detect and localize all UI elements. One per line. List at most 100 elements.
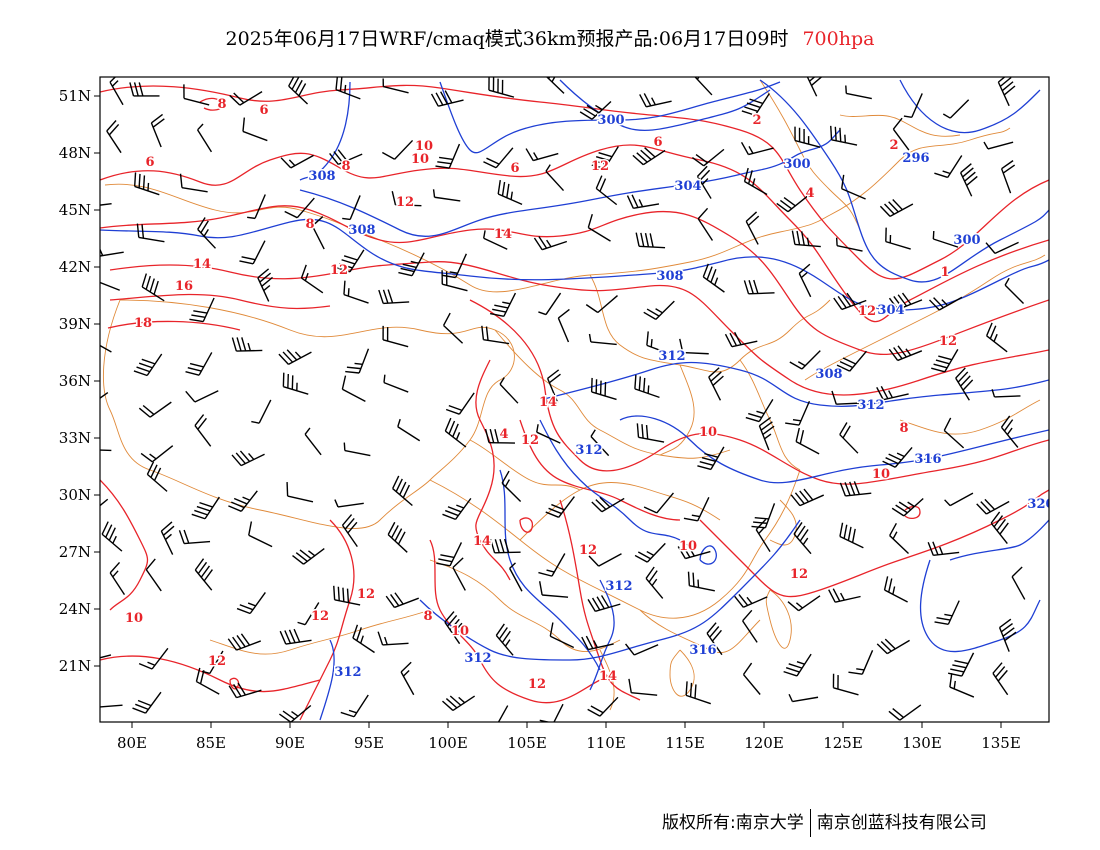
wind-barb — [382, 139, 414, 160]
wind-barb — [791, 230, 821, 248]
wind-barb — [340, 694, 369, 718]
wind-barb — [100, 654, 112, 659]
wind-barb — [632, 147, 666, 166]
wind-barb — [138, 647, 169, 670]
wind-barb — [100, 203, 112, 206]
wind-barb — [284, 197, 315, 219]
wind-barb — [883, 576, 908, 603]
height-contour-label: 308 — [656, 269, 683, 284]
wind-barb — [997, 77, 1016, 107]
wind-barb — [378, 289, 410, 305]
wind-barb — [741, 93, 770, 116]
wind-barb — [848, 650, 874, 675]
wind-barb — [927, 541, 960, 557]
wind-barb — [345, 348, 370, 374]
wind-barb — [432, 189, 461, 202]
wind-barb — [538, 292, 562, 316]
wind-barb — [333, 585, 361, 606]
wind-barb — [793, 522, 812, 555]
wind-barb — [538, 553, 566, 577]
wind-barb — [625, 643, 659, 656]
lat-tick-label: 27N — [59, 543, 91, 561]
wind-barb — [832, 673, 859, 696]
wind-barb — [646, 331, 672, 356]
temperature-contour-label: 10 — [699, 425, 717, 440]
wind-barb — [100, 392, 109, 399]
height-contour-labels: 300 296 308 308 304 300 300 308 304 312 308 312 312 3… — [307, 112, 1049, 682]
temperature-contour-label: 10 — [451, 624, 469, 639]
wind-barb — [160, 521, 175, 555]
height-contour-label: 312 — [605, 579, 632, 594]
wind-barb — [983, 141, 1014, 150]
height-contour-label: 312 — [857, 398, 884, 413]
wind-barb — [227, 633, 262, 651]
temperature-contour-label: 12 — [330, 263, 348, 278]
wind-barb — [335, 77, 361, 100]
wind-barb — [292, 547, 325, 565]
lon-tick-label: 115E — [665, 734, 705, 752]
height-contour-label: 312 — [334, 665, 361, 680]
wind-barb — [278, 349, 312, 365]
temperature-contour-label: 10 — [679, 539, 697, 554]
wind-barb — [806, 77, 823, 97]
wind-barb — [481, 325, 510, 345]
wind-barb — [257, 268, 273, 302]
wind-barb — [944, 492, 974, 507]
wind-barb — [1000, 415, 1019, 448]
wind-barb — [742, 609, 758, 643]
wind-barb — [783, 653, 812, 677]
wind-barb — [178, 529, 211, 545]
wind-barb — [998, 618, 1017, 652]
wind-barb — [685, 681, 711, 705]
wind-barb — [588, 553, 622, 567]
wind-barb — [236, 592, 266, 615]
temperature-contour-label: 10 — [125, 611, 143, 626]
lat-tick-label: 33N — [59, 429, 91, 447]
wind-barb — [755, 518, 771, 553]
wind-barb — [581, 635, 614, 651]
temperature-contour-label: 12 — [858, 304, 876, 319]
wind-barb — [697, 207, 714, 241]
wind-barb — [934, 600, 960, 625]
wind-barb — [488, 77, 515, 98]
lat-tick-label: 51N — [59, 87, 91, 105]
wind-barb — [387, 521, 408, 553]
wind-barb — [247, 194, 266, 220]
wind-barb — [489, 538, 521, 554]
wind-barb — [751, 503, 776, 529]
wind-barb — [484, 428, 515, 444]
temperature-contour-label: 10 — [872, 467, 890, 482]
wind-barb — [145, 558, 162, 592]
wind-barb — [745, 211, 760, 245]
wind-barb — [329, 149, 363, 166]
wind-barb — [549, 622, 575, 649]
wind-barb — [286, 482, 314, 503]
wind-barb — [442, 695, 476, 712]
wind-barb — [231, 450, 265, 467]
wind-barb — [590, 429, 610, 457]
wind-barb — [195, 667, 220, 695]
wind-barb — [382, 78, 409, 94]
temperature-contour-label: 6 — [653, 135, 662, 150]
height-contour-label: 300 — [597, 113, 624, 128]
wind-barb — [942, 99, 970, 119]
wind-barb — [392, 475, 413, 507]
wind-barb — [342, 195, 361, 221]
temperature-contour-label: 10 — [411, 152, 429, 167]
wind-barb — [436, 542, 463, 567]
wind-barb — [334, 499, 364, 508]
wind-barb — [185, 390, 219, 403]
temperature-contour-label: 18 — [134, 316, 152, 331]
lon-tick-label: 80E — [117, 734, 147, 752]
wind-barb — [734, 594, 768, 608]
lat-tick-label: 30N — [59, 486, 91, 504]
wind-barb — [903, 93, 923, 118]
wind-barb — [839, 522, 864, 549]
wind-barb — [702, 263, 725, 293]
wind-barb — [991, 389, 1021, 398]
temperature-contour-label: 8 — [217, 97, 226, 112]
lat-tick-label: 21N — [59, 657, 91, 675]
